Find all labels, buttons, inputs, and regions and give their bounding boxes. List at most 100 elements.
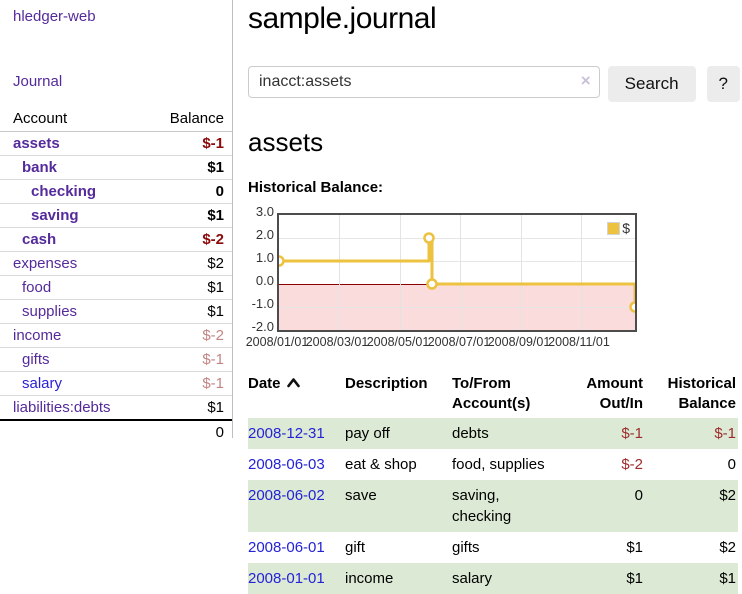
clear-search-icon[interactable]: ×: [580, 71, 591, 90]
transaction-date-link[interactable]: 2008-06-03: [248, 455, 325, 473]
legend-label: $: [622, 220, 630, 236]
transaction-row: 2008-06-02 save saving, checking 0 $2: [248, 479, 738, 532]
sidebar-account-row: gifts $-1: [0, 347, 232, 372]
sidebar-account-link[interactable]: salary: [22, 375, 63, 392]
account-balance: $-2: [138, 323, 232, 348]
search-bar: × Search ?: [248, 66, 740, 102]
sidebar-account-rows: assets $-1 bank $1 checking 0 saving $1 …: [0, 131, 232, 421]
sidebar-account-link[interactable]: assets: [13, 135, 60, 152]
sidebar-account-link[interactable]: expenses: [13, 255, 78, 272]
date-column-header[interactable]: Date: [248, 372, 345, 418]
transaction-amount: $1: [626, 538, 643, 556]
sidebar-account-link[interactable]: gifts: [22, 351, 50, 368]
transaction-date-link[interactable]: 2008-06-01: [248, 538, 325, 556]
account-balance: $1: [138, 203, 232, 228]
search-input[interactable]: [248, 66, 600, 98]
legend-swatch-icon: [607, 221, 621, 235]
sidebar-account-row: cash $-2: [0, 227, 232, 252]
account-column-header: To/From Account(s): [452, 375, 531, 412]
sidebar-account-row: saving $1: [0, 203, 232, 228]
account-balance: $1: [138, 155, 232, 180]
x-axis-tick-label: 2008/01/01: [245, 335, 309, 349]
account-column-header: Account: [0, 107, 139, 132]
chart-marker[interactable]: [426, 278, 438, 290]
v-gridline: [581, 215, 582, 330]
sidebar-account-link[interactable]: liabilities:debts: [13, 399, 111, 416]
transaction-date-link[interactable]: 2008-12-31: [248, 424, 325, 442]
account-balance: $1: [138, 275, 232, 300]
sidebar-account-link[interactable]: bank: [22, 159, 58, 176]
account-balance: 0: [138, 179, 232, 204]
account-balance: $2: [138, 251, 232, 276]
transaction-row: 2008-06-03 eat & shop food, supplies $-2…: [248, 449, 738, 480]
y-axis-tick-label: 1.0: [255, 250, 274, 265]
v-gridline: [460, 215, 461, 330]
account-balance: $-1: [138, 131, 232, 156]
transaction-row: 2008-12-31 pay off debts $-1 $-1: [248, 417, 738, 449]
transaction-description: income: [345, 562, 452, 594]
y-axis-tick-label: -1.0: [251, 296, 274, 311]
sidebar-account-link[interactable]: food: [22, 279, 52, 296]
sidebar-account-row: salary $-1: [0, 371, 232, 396]
search-button[interactable]: Search: [607, 66, 696, 102]
transaction-accounts: debts: [452, 417, 565, 449]
main-content: sample.journal × Search ? assets Histori…: [245, 0, 740, 594]
sidebar-account-link[interactable]: cash: [22, 231, 57, 248]
transaction-amount: $-2: [621, 455, 643, 473]
sidebar-account-link[interactable]: saving: [31, 207, 79, 224]
v-gridline: [521, 215, 522, 330]
y-axis-tick-label: -2.0: [251, 319, 274, 334]
x-axis-tick-label: 2008/03/01: [305, 335, 369, 349]
transaction-accounts: gifts: [452, 538, 480, 556]
h-gridline: [279, 307, 635, 308]
transaction-date-link[interactable]: 2008-06-02: [248, 486, 325, 504]
sidebar-account-link[interactable]: income: [13, 327, 62, 344]
amount-column-header: Amount Out/In: [586, 375, 643, 412]
sidebar-item-journal[interactable]: Journal: [13, 73, 63, 90]
x-axis-tick-label: 2008/07/01: [427, 335, 491, 349]
sidebar-account-row: checking 0: [0, 179, 232, 204]
transaction-row: 2008-06-01 gift gifts $1 $2: [248, 532, 738, 563]
transaction-balance: $2: [719, 538, 736, 556]
sidebar-account-link[interactable]: supplies: [22, 303, 78, 320]
h-gridline: [279, 238, 635, 239]
app-title-link[interactable]: hledger-web: [13, 8, 96, 25]
h-gridline: [279, 261, 635, 262]
sidebar-account-row: income $-2: [0, 323, 232, 348]
sidebar-account-row: expenses $2: [0, 251, 232, 276]
sidebar-account-row: assets $-1: [0, 131, 232, 156]
register-table: Date Description To/From Account(s) Amou…: [248, 372, 738, 594]
chart-plot-area[interactable]: $: [277, 213, 637, 332]
balance-column-header: Historical Balance: [667, 375, 736, 412]
description-column-header: Description: [345, 375, 428, 392]
chart-title: Historical Balance:: [248, 179, 384, 196]
sidebar-account-row: bank $1: [0, 155, 232, 180]
transaction-date-link[interactable]: 2008-01-01: [248, 569, 325, 587]
chart-marker[interactable]: [629, 301, 636, 313]
sidebar-total-balance: 0: [138, 419, 232, 444]
sidebar: hledger-web Journal Account Balance asse…: [0, 0, 233, 444]
v-gridline: [400, 215, 401, 330]
sidebar-account-link[interactable]: checking: [31, 183, 97, 200]
transaction-description: pay off: [345, 417, 452, 449]
chart-marker[interactable]: [423, 232, 435, 244]
account-balance: $-1: [138, 347, 232, 372]
transaction-description: gift: [345, 538, 366, 556]
transaction-row: 2008-01-01 income salary $1 $1: [248, 562, 738, 594]
y-axis-tick-label: 3.0: [255, 204, 274, 219]
help-button[interactable]: ?: [706, 66, 740, 102]
transaction-balance: $1: [645, 562, 738, 594]
account-balance: $-1: [138, 371, 232, 396]
transaction-amount: $1: [565, 562, 645, 594]
transaction-accounts: salary: [452, 562, 565, 594]
balance-column-header: Balance: [138, 107, 232, 132]
sidebar-account-row: supplies $1: [0, 299, 232, 324]
chart-legend: $: [606, 219, 631, 237]
chart-marker[interactable]: [279, 255, 285, 267]
transaction-description: save: [345, 479, 452, 532]
sidebar-total-row: 0: [0, 419, 232, 444]
transaction-balance: $2: [645, 479, 738, 532]
x-axis-tick-label: 2008/05/01: [366, 335, 430, 349]
transaction-amount: $-1: [565, 417, 645, 449]
page-title: sample.journal: [248, 2, 437, 35]
